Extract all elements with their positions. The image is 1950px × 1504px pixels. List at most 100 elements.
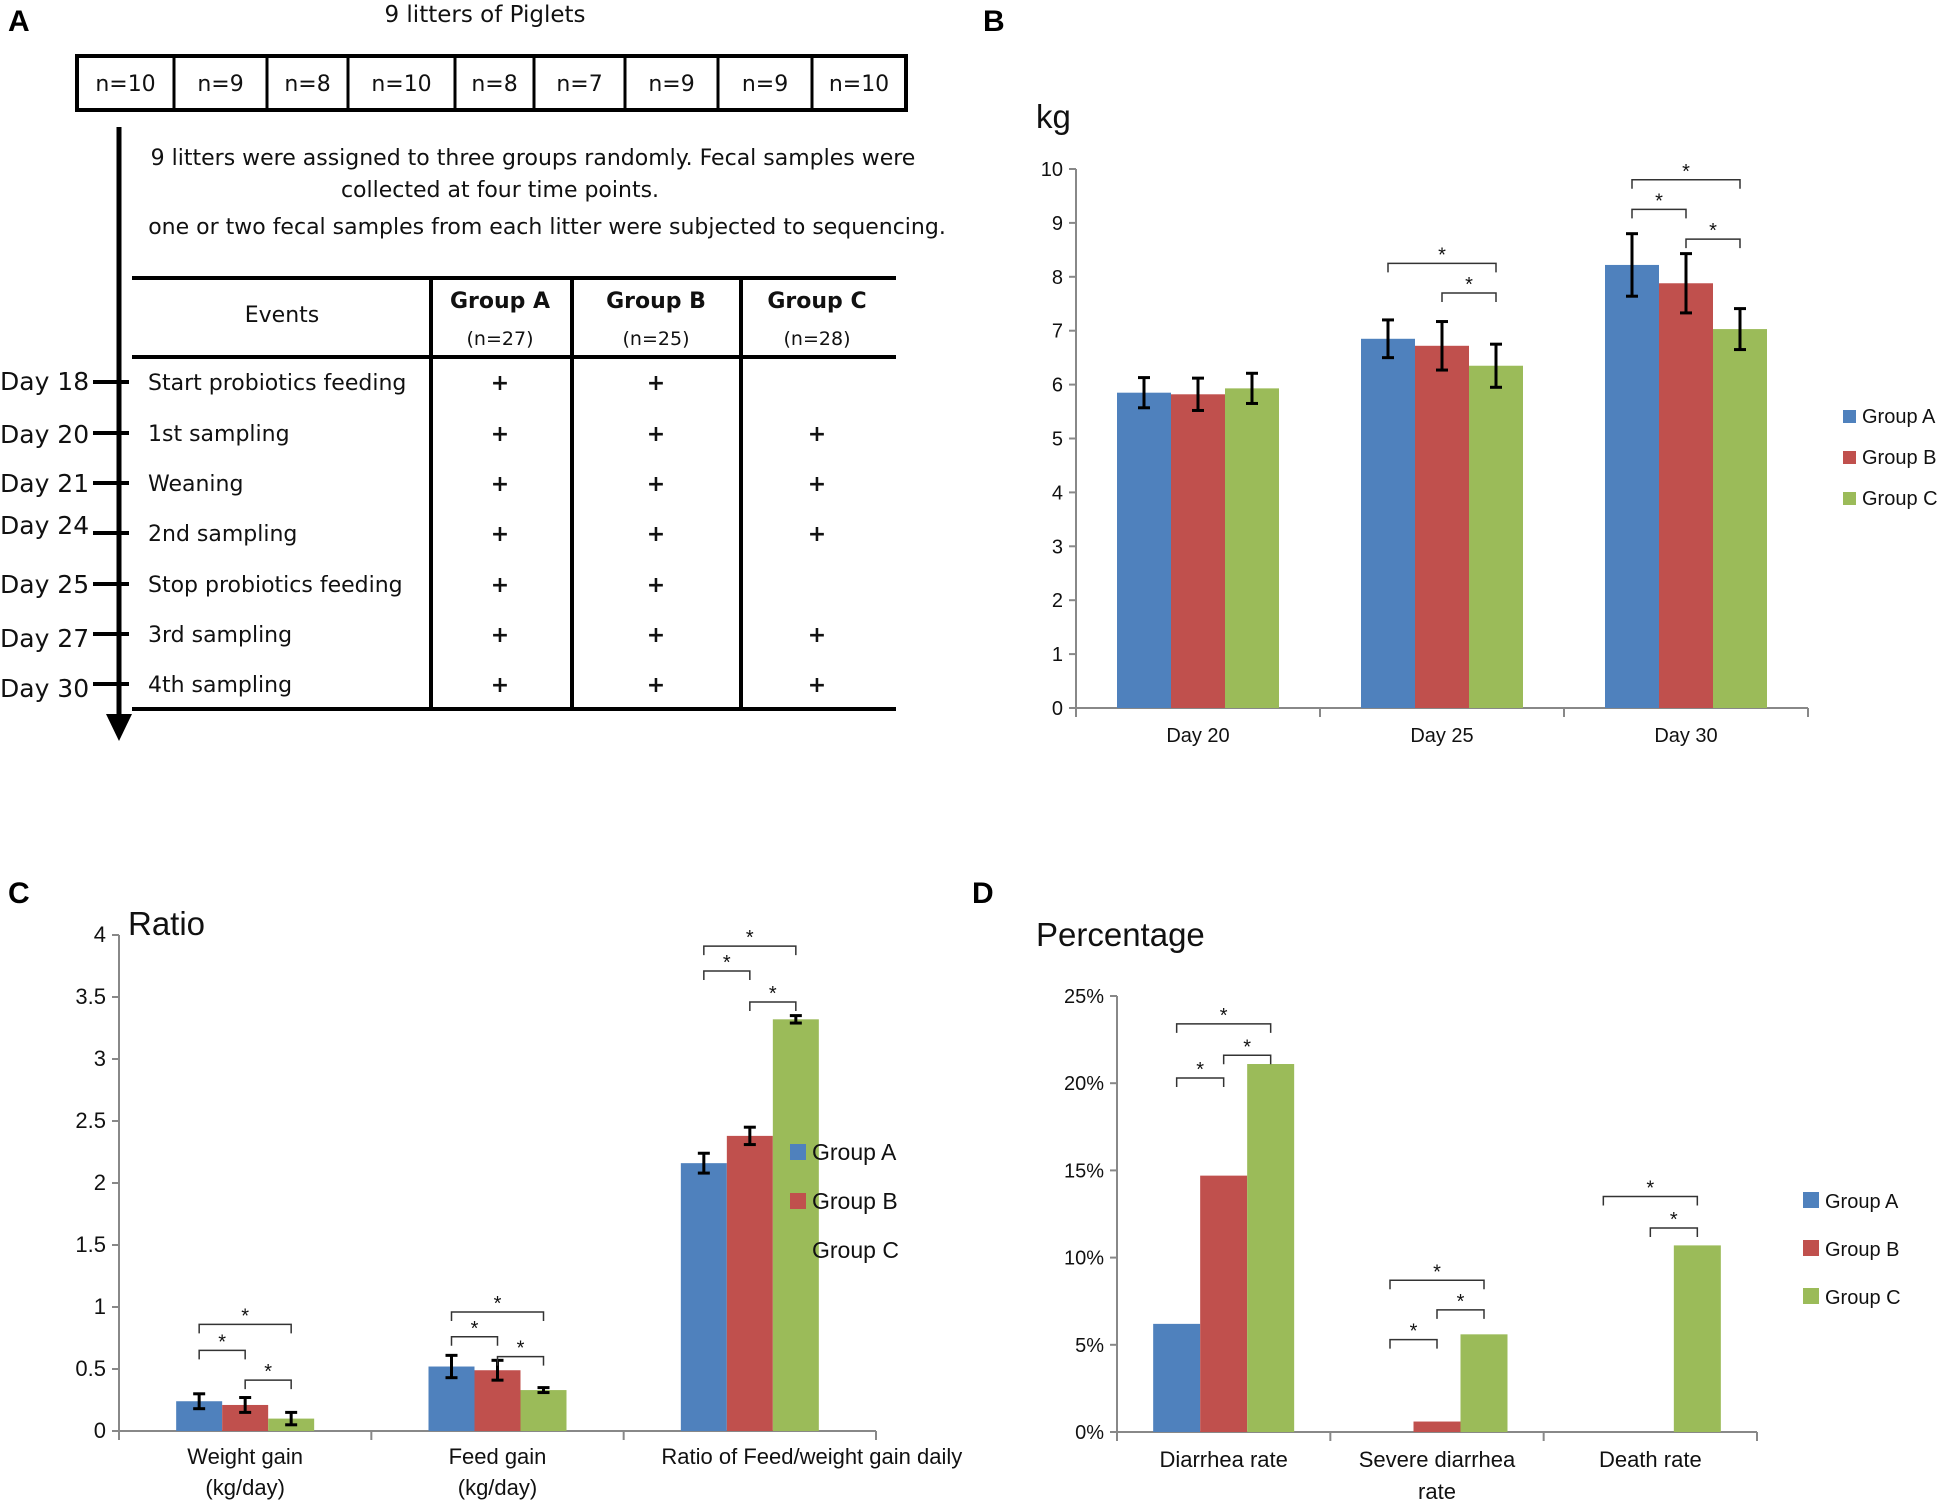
y-tick-label: 4: [94, 922, 106, 947]
x-tick-label: rate: [1418, 1479, 1456, 1504]
bar-group-b: [1200, 1175, 1248, 1432]
table-header-n: (n=25): [623, 328, 690, 350]
significance-star: *: [1709, 220, 1717, 242]
significance-bracket: [198, 1323, 292, 1334]
litter-count: n=9: [742, 72, 788, 97]
bar-group-b: [1413, 1421, 1461, 1432]
legend-swatch: [1843, 492, 1856, 505]
significance-bracket: [703, 970, 751, 980]
legend-swatch: [1803, 1240, 1819, 1256]
significance-bracket: [1649, 1227, 1699, 1237]
legend-swatch: [1803, 1192, 1819, 1208]
table-header-group: Group A: [450, 289, 550, 314]
bar-group-c: [1460, 1334, 1508, 1432]
table-cell-mark: +: [808, 623, 826, 648]
y-tick-label: 0: [94, 1418, 106, 1443]
table-event-label: 4th sampling: [148, 673, 292, 698]
table-event-label: 3rd sampling: [148, 623, 292, 648]
bar-group-c: [1673, 1245, 1721, 1432]
significance-bracket: [450, 1336, 499, 1346]
events-table: Events Group A (n=27) Group B (n=25) Group C (…: [0, 276, 896, 711]
significance-star: *: [1220, 1005, 1228, 1027]
significance-bracket: [1441, 292, 1497, 302]
x-tick-label: Day 25: [1410, 725, 1473, 747]
y-axis-label: Percentage: [1036, 916, 1205, 953]
description-line-1: 9 litters were assigned to three groups …: [151, 146, 916, 171]
y-tick-label: 2.5: [75, 1108, 106, 1133]
panel-label-a: A: [8, 5, 30, 38]
legend-label: Group B: [1825, 1239, 1899, 1261]
bar-group-c: [1247, 1064, 1295, 1432]
y-axis-label: Ratio: [128, 905, 205, 942]
legend-label: Group C: [1825, 1287, 1901, 1309]
significance-bracket: [450, 1311, 545, 1321]
legend-swatch: [790, 1193, 806, 1209]
y-axis-label: kg: [1036, 98, 1071, 135]
bar-group-a: [1605, 264, 1659, 708]
litter-count: n=10: [829, 72, 889, 97]
timeline-day-label: Day 25: [0, 570, 89, 599]
significance-star: *: [264, 1361, 272, 1383]
significance-bracket: [1685, 238, 1741, 249]
litter-boxes: n=10 n=9 n=8 n=10 n=8 n=7 n=9 n=9 n=10: [75, 54, 908, 112]
table-event-label: Stop probiotics feeding: [148, 573, 403, 598]
bar-group-b: [726, 1135, 773, 1431]
y-tick-label: 15%: [1064, 1160, 1104, 1182]
significance-bracket: [198, 1349, 246, 1360]
timeline-day-label: Day 18: [0, 367, 89, 396]
table-cell-mark: +: [808, 472, 826, 497]
timeline-arrow: [106, 127, 132, 741]
significance-bracket: [1387, 262, 1497, 273]
bar-group-a: [1361, 338, 1415, 708]
y-tick-label: 3: [94, 1046, 106, 1071]
y-tick-label: 3.5: [75, 984, 106, 1009]
y-tick-label: 3: [1052, 536, 1063, 558]
legend-label: Group C: [812, 1237, 899, 1263]
timeline-day-label: Day 30: [0, 674, 89, 703]
table-cell-mark: +: [808, 673, 826, 698]
significance-star: *: [218, 1331, 226, 1353]
litter-count: n=10: [95, 72, 155, 97]
panel-label-d: D: [972, 877, 994, 910]
significance-bracket: [1631, 179, 1741, 189]
legend-swatch: [1843, 451, 1856, 464]
significance-star: *: [1433, 1261, 1441, 1283]
table-cell-mark: +: [491, 522, 509, 547]
panel-label-c: C: [8, 877, 30, 910]
y-tick-label: 1: [1052, 644, 1063, 666]
significance-star: *: [1410, 1321, 1418, 1343]
bar-group-b: [1171, 394, 1225, 708]
bar-group-a: [680, 1163, 727, 1431]
significance-star: *: [494, 1293, 502, 1315]
timeline-day-label: Day 21: [0, 469, 89, 498]
y-tick-label: 0: [1052, 698, 1063, 720]
table-cell-mark: +: [808, 522, 826, 547]
significance-star: *: [241, 1305, 249, 1327]
significance-star: *: [746, 927, 754, 949]
x-tick-label: Day 20: [1166, 725, 1229, 747]
significance-star: *: [1682, 161, 1690, 183]
y-tick-label: 5: [1052, 429, 1063, 451]
bar-group-c: [772, 1019, 819, 1431]
significance-bracket: [1436, 1309, 1485, 1319]
litter-count: n=9: [197, 72, 243, 97]
litter-count: n=7: [556, 72, 602, 97]
bar-group-b: [1659, 283, 1713, 708]
y-tick-label: 25%: [1064, 986, 1104, 1008]
table-header-group: Group B: [606, 289, 706, 314]
timeline-day-label: Day 27: [0, 624, 89, 653]
x-tick-label: Day 30: [1654, 725, 1717, 747]
significance-bracket: [1602, 1195, 1699, 1206]
y-tick-label: 0.5: [75, 1356, 106, 1381]
table-header-events: Events: [245, 303, 320, 328]
y-tick-label: 2: [1052, 590, 1063, 612]
y-tick-label: 1: [94, 1294, 106, 1319]
significance-star: *: [1465, 274, 1473, 296]
significance-bracket: [1175, 1077, 1225, 1087]
table-cell-mark: +: [647, 673, 665, 698]
legend-swatch: [1803, 1288, 1819, 1304]
significance-bracket: [703, 945, 797, 956]
bar-group-b: [1415, 345, 1469, 708]
bar-group-c: [1713, 329, 1767, 708]
